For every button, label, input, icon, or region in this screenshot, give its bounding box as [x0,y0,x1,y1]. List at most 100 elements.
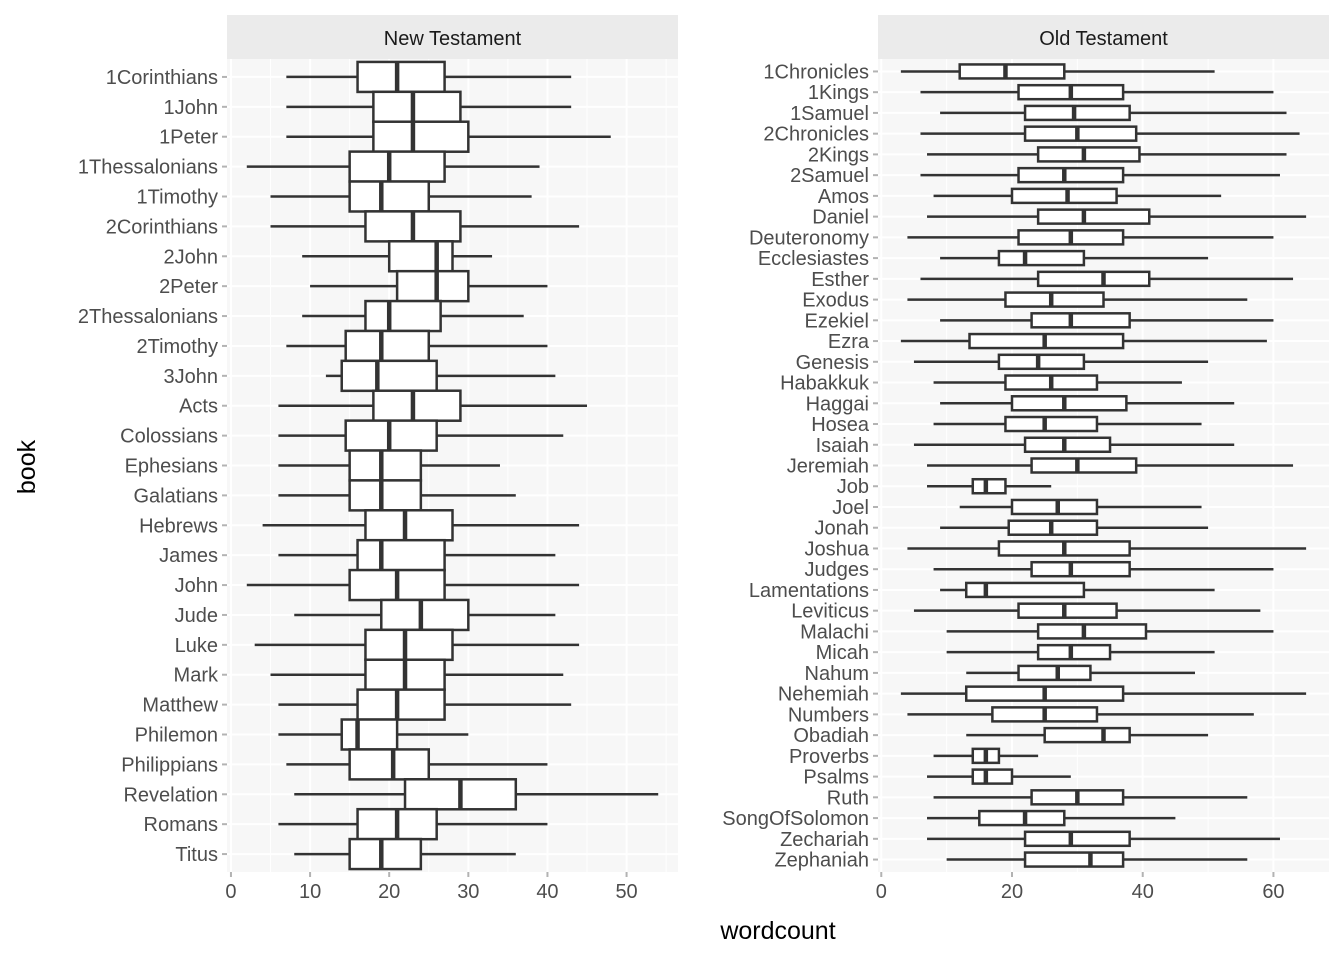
box-1John [286,90,572,124]
box-iqr [1004,415,1099,433]
category-label: Luke [175,635,218,657]
box-iqr [340,718,399,751]
category-label: Amos [818,186,869,208]
box-Lamentations [940,581,1215,599]
box-Mark [270,658,564,691]
category-label: Job [837,476,869,498]
box-iqr [372,120,470,153]
box-Judges [933,560,1274,578]
box-iqr [348,479,423,512]
box-iqr [1023,851,1125,868]
x-axis-title: wordcount [719,917,835,945]
category-label: Leviticus [791,601,869,623]
category-label: 2John [164,246,219,268]
box-2Samuel [920,166,1280,184]
category-label: Galatians [134,485,219,507]
box-Ecclesiastes [940,249,1209,267]
category-label: Judges [805,559,870,581]
box-Amos [933,187,1222,205]
box-iqr [1010,187,1118,205]
box-iqr [364,299,442,333]
box-Exodus [907,291,1248,308]
category-label: 1Chronicles [763,61,869,83]
category-label: 1Samuel [790,103,869,125]
box-Hosea [933,415,1202,433]
box-Ephesians [278,449,500,482]
box-2Corinthians [270,210,580,243]
box-iqr [348,748,431,781]
category-label: Micah [816,642,869,664]
box-1Chronicles [900,63,1215,80]
category-label: 2Timothy [136,336,218,358]
box-iqr [1030,457,1138,474]
box-iqr [372,389,462,422]
panel-old-testament: Old Testament 1Chronicles1Kings1Samuel2C… [722,15,1329,903]
category-label: Hebrews [139,515,218,537]
box-iqr [1036,146,1141,163]
box-iqr [964,581,1086,599]
box-Jeremiah [927,457,1294,474]
x-tick-label: 0 [225,881,236,903]
strip-background-old-testament [878,15,1329,59]
x-tick-label: 30 [457,881,479,903]
boxes-new-testament [246,60,659,871]
category-label: Esther [811,269,869,291]
category-label: Ephesians [125,456,218,478]
x-tick-label: 50 [615,881,637,903]
box-iqr [1017,166,1125,184]
box-Philippians [286,748,548,781]
category-label: Psalms [803,767,869,789]
box-iqr [971,477,1007,495]
box-iqr [348,449,423,482]
x-tick-label: 60 [1262,881,1284,903]
box-iqr [1043,726,1131,744]
box-iqr [978,809,1066,827]
box-1Timothy [270,180,532,213]
category-label: Acts [179,396,218,418]
box-iqr [372,90,462,124]
box-iqr [997,353,1086,371]
box-iqr [348,180,431,213]
box-iqr [1017,602,1118,619]
box-iqr [356,538,446,572]
box-Zephaniah [946,851,1248,868]
box-2Timothy [286,329,548,363]
category-label: 1Thessalonians [78,157,218,179]
box-Ruth [933,789,1248,806]
x-ticks-new-testament: 0 10 20 30 40 50 [225,872,638,903]
box-Titus [294,837,516,871]
strip-title-old-testament: Old Testament [1039,28,1168,50]
box-iqr [348,837,423,871]
category-label: 1Kings [808,82,869,104]
box-iqr [1030,312,1131,329]
box-Obadiah [966,726,1209,744]
box-iqr [364,509,454,542]
box-Joel [959,498,1202,516]
box-1Corinthians [286,60,572,94]
x-ticks-old-testament: 0 20 40 60 [876,872,1285,903]
category-label: Jeremiah [787,456,869,478]
box-Job [927,477,1052,495]
box-iqr [958,63,1066,80]
box-iqr [395,269,470,303]
box-iqr [1036,623,1148,640]
category-label: Joshua [805,538,870,560]
box-Philemon [278,718,469,751]
box-iqr [1036,208,1151,225]
box-Proverbs [933,747,1039,765]
category-label: John [175,575,218,597]
box-James [278,538,556,572]
box-iqr [1036,270,1151,288]
box-Joshua [907,540,1307,557]
box-Malachi [946,623,1274,640]
box-Jonah [940,519,1209,536]
box-iqr [380,598,470,632]
x-tick-label: 20 [378,881,400,903]
box-1Thessalonians [246,150,540,183]
box-2Thessalonians [302,299,524,333]
box-Numbers [907,706,1254,723]
box-1Samuel [940,104,1287,122]
category-label: Philemon [135,725,218,747]
category-label: Deuteronomy [749,227,869,249]
category-label: 3John [164,366,219,388]
